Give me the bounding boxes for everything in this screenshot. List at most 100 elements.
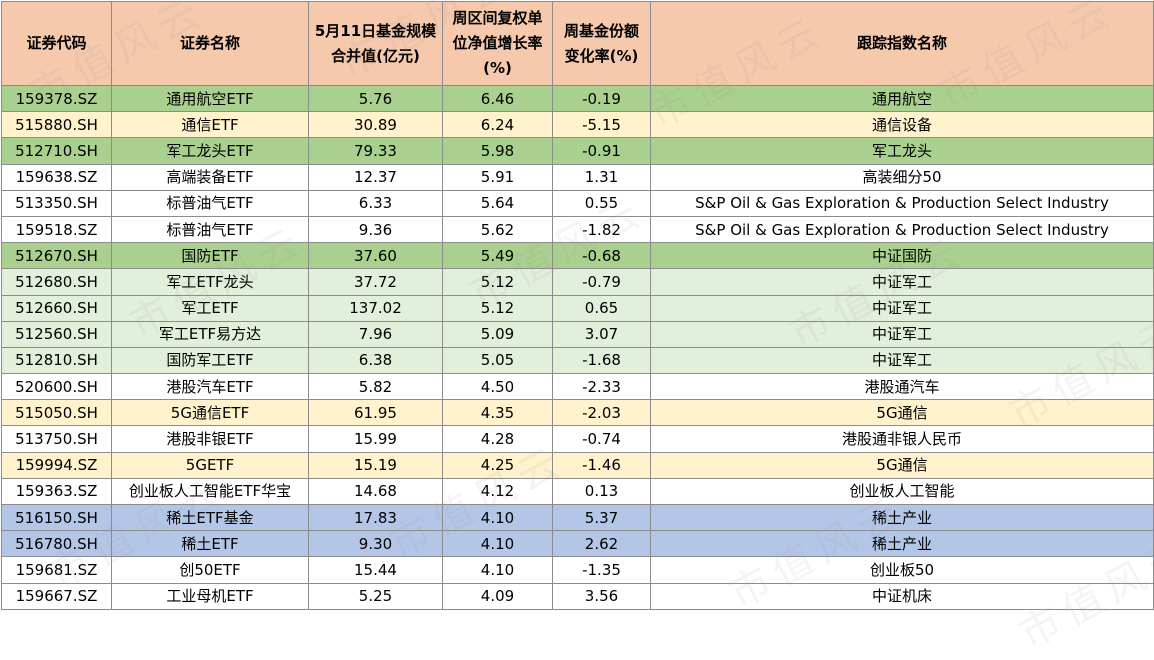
cell-growth: 5.98 xyxy=(442,137,553,165)
cell-index: 中证军工 xyxy=(650,346,1154,375)
table-row: 159638.SZ 高端装备ETF 12.37 5.91 1.31 高装细分50 xyxy=(1,163,1154,191)
table-row: 159994.SZ 5GETF 15.19 4.25 -1.46 5G通信 xyxy=(1,451,1154,479)
cell-growth: 4.10 xyxy=(442,503,553,532)
cell-share-change: -0.79 xyxy=(552,268,651,296)
cell-name: 军工龙头ETF xyxy=(111,137,309,165)
cell-name: 标普油气ETF xyxy=(111,189,309,217)
cell-growth: 6.24 xyxy=(442,111,553,139)
cell-code: 515880.SH xyxy=(1,111,112,139)
table-row: 513350.SH 标普油气ETF 6.33 5.64 0.55 S&P Oil & Ga… xyxy=(1,189,1154,217)
cell-scale: 9.30 xyxy=(308,530,443,558)
header-scale: 5月11日基金规模合并值(亿元) xyxy=(308,1,443,86)
cell-code: 159363.SZ xyxy=(1,477,112,506)
cell-scale: 61.95 xyxy=(308,399,443,427)
cell-share-change: -0.68 xyxy=(552,242,651,270)
cell-name: 标普油气ETF xyxy=(111,215,309,244)
cell-growth: 4.35 xyxy=(442,399,553,427)
cell-index: 5G通信 xyxy=(650,451,1154,479)
cell-share-change: -2.33 xyxy=(552,373,651,401)
cell-index: 稀土产业 xyxy=(650,530,1154,558)
cell-scale: 79.33 xyxy=(308,137,443,165)
table-row: 520600.SH 港股汽车ETF 5.82 4.50 -2.33 港股通汽车 xyxy=(1,373,1154,401)
table-row: 512680.SH 军工ETF龙头 37.72 5.12 -0.79 中证军工 xyxy=(1,268,1154,296)
header-index: 跟踪指数名称 xyxy=(650,1,1154,86)
cell-index: 军工龙头 xyxy=(650,137,1154,165)
cell-name: 军工ETF易方达 xyxy=(111,320,309,348)
cell-index: 港股通汽车 xyxy=(650,373,1154,401)
cell-code: 520600.SH xyxy=(1,373,112,401)
table-row: 512660.SH 军工ETF 137.02 5.12 0.65 中证军工 xyxy=(1,294,1154,322)
cell-growth: 5.05 xyxy=(442,346,553,375)
cell-growth: 4.50 xyxy=(442,373,553,401)
cell-name: 创50ETF xyxy=(111,556,309,584)
cell-share-change: -0.74 xyxy=(552,425,651,453)
table-row: 512710.SH 军工龙头ETF 79.33 5.98 -0.91 军工龙头 xyxy=(1,137,1154,165)
cell-index: S&P Oil & Gas Exploration & Production S… xyxy=(650,189,1154,217)
header-code: 证券代码 xyxy=(1,1,112,86)
cell-name: 通信ETF xyxy=(111,111,309,139)
cell-index: 通用航空 xyxy=(650,84,1154,113)
cell-name: 高端装备ETF xyxy=(111,163,309,191)
cell-share-change: -0.91 xyxy=(552,137,651,165)
cell-name: 国防军工ETF xyxy=(111,346,309,375)
cell-share-change: -5.15 xyxy=(552,111,651,139)
cell-scale: 37.72 xyxy=(308,268,443,296)
table-row: 159363.SZ 创业板人工智能ETF华宝 14.68 4.12 0.13 创业板人工智… xyxy=(1,477,1154,506)
cell-code: 512710.SH xyxy=(1,137,112,165)
table-row: 516150.SH 稀土ETF基金 17.83 4.10 5.37 稀土产业 xyxy=(1,503,1154,532)
cell-scale: 5.25 xyxy=(308,582,443,610)
cell-name: 稀土ETF基金 xyxy=(111,503,309,532)
cell-scale: 5.82 xyxy=(308,373,443,401)
cell-growth: 6.46 xyxy=(442,84,553,113)
header-growth: 周区间复权单位净值增长率(%) xyxy=(442,1,553,86)
cell-scale: 37.60 xyxy=(308,242,443,270)
cell-name: 稀土ETF xyxy=(111,530,309,558)
cell-name: 5G通信ETF xyxy=(111,399,309,427)
header-share-change: 周基金份额变化率(%) xyxy=(552,1,651,86)
cell-scale: 15.44 xyxy=(308,556,443,584)
cell-growth: 5.64 xyxy=(442,189,553,217)
cell-code: 512560.SH xyxy=(1,320,112,348)
table-body: 159378.SZ 通用航空ETF 5.76 6.46 -0.19 通用航空 515880.… xyxy=(1,84,1154,610)
cell-share-change: -1.68 xyxy=(552,346,651,375)
cell-share-change: -2.03 xyxy=(552,399,651,427)
table-row: 159667.SZ 工业母机ETF 5.25 4.09 3.56 中证机床 xyxy=(1,582,1154,610)
cell-code: 513750.SH xyxy=(1,425,112,453)
table-row: 512560.SH 军工ETF易方达 7.96 5.09 3.07 中证军工 xyxy=(1,320,1154,348)
cell-index: 中证军工 xyxy=(650,268,1154,296)
cell-growth: 4.10 xyxy=(442,530,553,558)
cell-scale: 15.19 xyxy=(308,451,443,479)
cell-growth: 4.10 xyxy=(442,556,553,584)
cell-name: 港股汽车ETF xyxy=(111,373,309,401)
cell-index: 创业板50 xyxy=(650,556,1154,584)
table-header-row: 证券代码 证券名称 5月11日基金规模合并值(亿元) 周区间复权单位净值增长率(… xyxy=(1,1,1154,86)
cell-scale: 9.36 xyxy=(308,215,443,244)
cell-index: 5G通信 xyxy=(650,399,1154,427)
cell-index: 高装细分50 xyxy=(650,163,1154,191)
cell-index: 创业板人工智能 xyxy=(650,477,1154,506)
cell-scale: 6.38 xyxy=(308,346,443,375)
table-row: 512670.SH 国防ETF 37.60 5.49 -0.68 中证国防 xyxy=(1,242,1154,270)
cell-share-change: -1.82 xyxy=(552,215,651,244)
cell-code: 159667.SZ xyxy=(1,582,112,610)
cell-index: 通信设备 xyxy=(650,111,1154,139)
cell-code: 159378.SZ xyxy=(1,84,112,113)
cell-name: 工业母机ETF xyxy=(111,582,309,610)
cell-code: 159994.SZ xyxy=(1,451,112,479)
cell-share-change: 5.37 xyxy=(552,503,651,532)
cell-index: 中证机床 xyxy=(650,582,1154,610)
cell-scale: 12.37 xyxy=(308,163,443,191)
cell-name: 5GETF xyxy=(111,451,309,479)
cell-growth: 5.91 xyxy=(442,163,553,191)
cell-index: 中证军工 xyxy=(650,294,1154,322)
cell-scale: 15.99 xyxy=(308,425,443,453)
cell-share-change: -0.19 xyxy=(552,84,651,113)
table-row: 159681.SZ 创50ETF 15.44 4.10 -1.35 创业板50 xyxy=(1,556,1154,584)
table-row: 515880.SH 通信ETF 30.89 6.24 -5.15 通信设备 xyxy=(1,111,1154,139)
cell-scale: 17.83 xyxy=(308,503,443,532)
cell-index: 港股通非银人民币 xyxy=(650,425,1154,453)
cell-share-change: 2.62 xyxy=(552,530,651,558)
cell-name: 军工ETF xyxy=(111,294,309,322)
cell-scale: 7.96 xyxy=(308,320,443,348)
